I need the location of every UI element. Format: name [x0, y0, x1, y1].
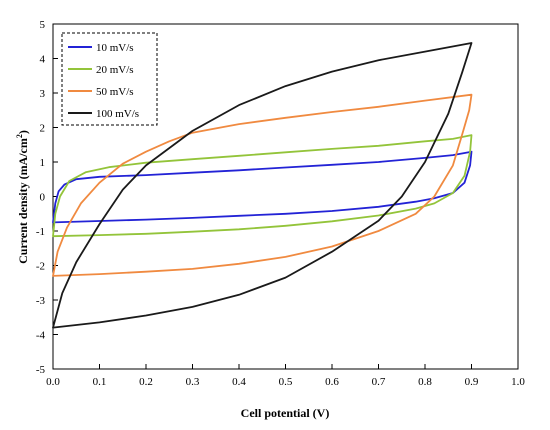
- x-tick-label: 0.1: [93, 376, 107, 388]
- series-lines: [52, 42, 473, 329]
- y-axis-title-main: Current density (mA/cm: [16, 138, 30, 264]
- x-tick-label: 0.2: [139, 376, 153, 388]
- x-tick-label: 0.5: [279, 376, 293, 388]
- series-line-50-mv-s: [52, 93, 473, 277]
- x-tick-label: 0.8: [418, 376, 432, 388]
- legend-label: 10 mV/s: [96, 42, 134, 54]
- y-tick-label: 2: [40, 123, 46, 135]
- y-tick-label: -1: [36, 226, 45, 238]
- y-tick-label: -4: [36, 330, 46, 342]
- series-line-100-mv-s: [52, 42, 473, 329]
- y-axis-title: Current density (mA/cm2): [15, 130, 30, 264]
- y-tick-label: 5: [40, 19, 46, 31]
- x-tick-label: 0.9: [465, 376, 479, 388]
- y-tick-label: -3: [36, 295, 46, 307]
- x-tick-label: 0.3: [186, 376, 200, 388]
- legend-label: 100 mV/s: [96, 108, 139, 120]
- y-tick-label: 0: [40, 192, 46, 204]
- y-axis-title-superscript: 2: [15, 134, 24, 138]
- y-tick-label: 3: [40, 88, 46, 100]
- x-tick-label: 1.0: [511, 376, 525, 388]
- y-axis-ticks: -5 -4 -3 -2 -1 0 1 2 3 4 5: [36, 19, 58, 376]
- x-tick-label: 0.0: [46, 376, 60, 388]
- y-axis-title-end: ): [16, 130, 30, 134]
- x-tick-label: 0.4: [232, 376, 246, 388]
- x-tick-label: 0.7: [372, 376, 386, 388]
- x-axis-title: Cell potential (V): [241, 406, 330, 420]
- y-tick-label: 4: [40, 54, 46, 66]
- legend: 10 mV/s 20 mV/s 50 mV/s 100 mV/s: [61, 32, 158, 126]
- y-tick-label: -5: [36, 364, 46, 376]
- x-tick-label: 0.6: [325, 376, 339, 388]
- y-tick-label: -2: [36, 261, 45, 273]
- legend-box: [61, 32, 158, 126]
- legend-label: 20 mV/s: [96, 64, 134, 76]
- series-line-10-mv-s: [52, 150, 473, 224]
- y-tick-label: 1: [40, 157, 46, 169]
- x-axis-ticks: 0.0 0.1 0.2 0.3 0.4 0.5 0.6 0.7 0.8 0.9 1.0: [46, 364, 525, 388]
- legend-items: 10 mV/s 20 mV/s 50 mV/s 100 mV/s: [68, 42, 139, 120]
- legend-label: 50 mV/s: [96, 86, 134, 98]
